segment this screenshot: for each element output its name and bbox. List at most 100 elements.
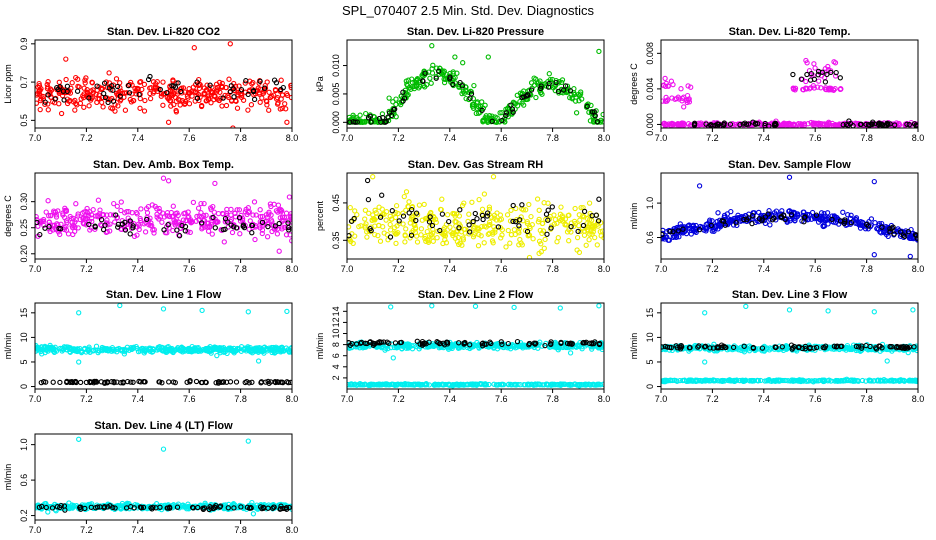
data-point: [245, 345, 251, 351]
data-point: [60, 210, 66, 216]
data-point: [255, 348, 261, 354]
data-point: [677, 346, 684, 352]
data-point: [569, 96, 576, 102]
y-tick-label: 0.7: [19, 76, 29, 89]
data-point: [756, 209, 762, 216]
x-tick-label: 7.6: [495, 394, 508, 404]
data-point: [714, 345, 720, 351]
data-point: [133, 209, 140, 216]
data-point: [64, 100, 71, 107]
data-point: [134, 232, 140, 238]
data-point: [239, 217, 246, 223]
data-point: [207, 82, 213, 88]
data-point: [126, 209, 132, 215]
data-point: [740, 378, 747, 385]
data-point: [114, 83, 121, 90]
data-point: [443, 381, 449, 388]
data-point: [229, 229, 236, 236]
data-point: [596, 341, 603, 348]
data-point: [430, 213, 437, 220]
data-point: [194, 79, 200, 85]
data-point: [204, 87, 210, 93]
data-point: [86, 95, 92, 101]
data-point: [544, 231, 550, 237]
data-point: [242, 80, 248, 86]
data-point: [821, 121, 828, 127]
x-tick-label: 7.2: [706, 394, 719, 404]
data-point: [91, 378, 97, 385]
data-point: [365, 196, 372, 203]
data-point: [692, 120, 698, 126]
data-point: [416, 202, 423, 208]
data-point: [819, 216, 825, 223]
data-point: [176, 232, 182, 238]
data-point: [259, 219, 266, 226]
data-point: [731, 377, 737, 384]
x-tick-label: 7.8: [860, 394, 873, 404]
data-point: [350, 112, 356, 118]
panel-title: Stan. Dev. Amb. Box Temp.: [93, 159, 234, 171]
data-point: [286, 224, 292, 231]
data-point: [160, 306, 167, 312]
y-tick-label: 14: [331, 306, 341, 316]
data-point: [366, 382, 372, 388]
data-point: [670, 229, 676, 235]
data-point: [875, 378, 881, 384]
data-point: [733, 377, 740, 383]
data-point: [45, 84, 51, 90]
data-point: [587, 231, 593, 237]
data-point: [383, 118, 389, 125]
x-axis: 7.0 7.2 7.4 7.6 7.8 8.0: [29, 128, 298, 143]
data-point: [434, 235, 440, 241]
x-tick-label: 7.0: [655, 394, 668, 404]
data-point: [557, 305, 563, 311]
data-point: [592, 113, 598, 119]
data-point: [555, 88, 562, 95]
data-point: [375, 381, 382, 388]
data-point: [145, 76, 152, 83]
data-point: [740, 344, 746, 351]
data-point: [490, 174, 497, 180]
data-point: [528, 213, 534, 220]
data-point: [137, 105, 143, 111]
y-tick-label: 0.6: [645, 231, 655, 244]
series-2: [691, 68, 918, 128]
data-point: [236, 215, 243, 221]
data-point: [524, 381, 531, 388]
data-point: [39, 351, 45, 357]
data-point: [702, 310, 708, 316]
data-point: [840, 122, 846, 128]
data-point: [278, 209, 284, 215]
data-point: [556, 80, 562, 86]
data-point: [859, 343, 865, 349]
data-point: [537, 85, 544, 92]
data-point: [149, 223, 155, 229]
data-point: [428, 80, 434, 86]
data-point: [847, 346, 853, 353]
data-point: [441, 68, 447, 74]
data-point: [564, 340, 571, 347]
data-point: [528, 87, 535, 93]
x-tick-label: 7.0: [29, 264, 42, 274]
data-point: [900, 232, 907, 238]
data-point: [562, 221, 568, 227]
data-point: [143, 347, 149, 353]
data-point: [702, 343, 709, 349]
y-axis-label: ml/min: [629, 203, 639, 230]
data-point: [154, 211, 160, 217]
x-axis: 7.0 7.2 7.4 7.6 7.8 8.0: [29, 259, 298, 274]
data-point: [182, 101, 188, 107]
data-point: [567, 382, 573, 388]
data-point: [811, 61, 817, 67]
data-point: [272, 86, 279, 93]
data-point: [403, 78, 409, 84]
data-point: [706, 347, 713, 353]
data-point: [222, 348, 229, 355]
data-point: [202, 224, 208, 230]
data-point: [288, 84, 292, 91]
data-point: [364, 340, 370, 347]
data-point: [380, 114, 386, 121]
data-point: [898, 377, 904, 384]
